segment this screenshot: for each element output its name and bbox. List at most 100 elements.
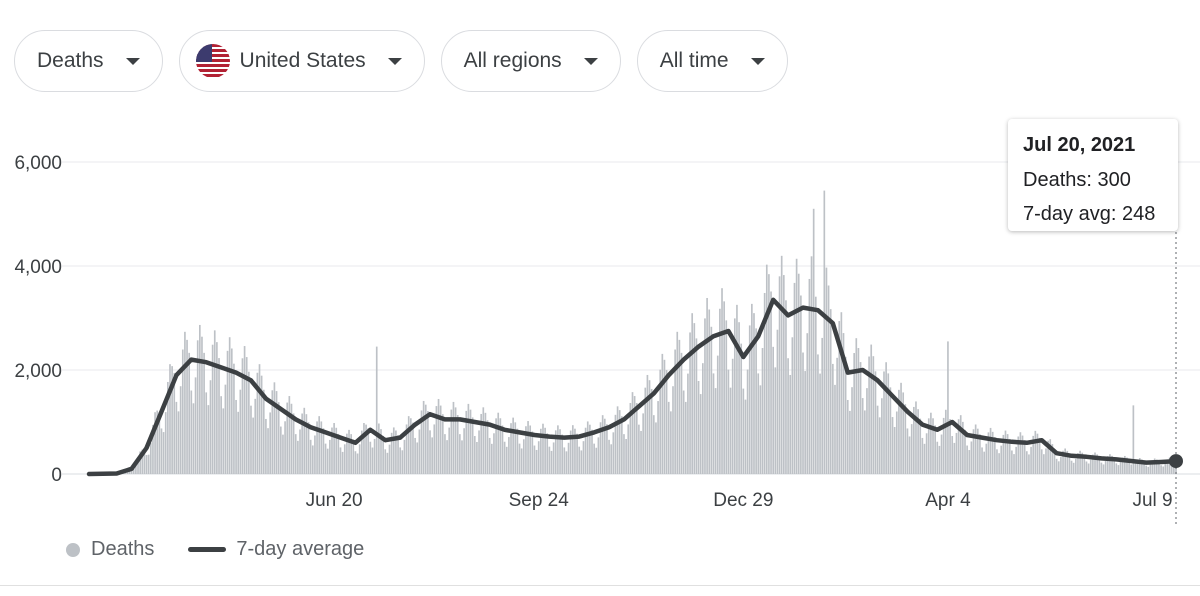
deaths-bar <box>341 451 344 474</box>
deaths-bar <box>957 419 960 474</box>
deaths-bar <box>812 208 815 475</box>
deaths-bar <box>994 437 996 474</box>
filter-bar: Deaths United States All regions All tim… <box>14 30 788 94</box>
deaths-bar <box>326 448 329 474</box>
deaths-bar <box>552 442 555 474</box>
deaths-bar <box>390 432 393 474</box>
deaths-chart[interactable]: 0 2,000 4,000 6,000 Jun 20 Sep 24 Dec 29 Apr 4… <box>0 0 1200 540</box>
deaths-bar <box>748 325 751 474</box>
deaths-bar <box>297 440 299 474</box>
deaths-bar <box>744 399 747 474</box>
tooltip-average: 7-day avg: 248 <box>1023 203 1156 225</box>
deaths-bar <box>392 427 395 474</box>
deaths-legend-label: Deaths <box>91 538 155 560</box>
deaths-bar <box>544 427 546 474</box>
deaths-bar <box>354 451 357 474</box>
deaths-bar <box>422 400 425 474</box>
divider <box>0 585 1200 586</box>
deaths-bar <box>989 427 992 474</box>
deaths-bar <box>196 340 199 474</box>
deaths-bar <box>635 402 638 474</box>
deaths-bar <box>493 433 495 474</box>
deaths-bar <box>763 292 766 474</box>
deaths-bar <box>375 346 378 474</box>
deaths-bar <box>936 441 939 474</box>
deaths-bar <box>1104 460 1107 474</box>
deaths-bar <box>484 412 487 474</box>
deaths-bar <box>335 427 338 474</box>
deaths-bar <box>740 343 743 474</box>
deaths-bar <box>188 352 191 474</box>
deaths-bar <box>1077 453 1079 474</box>
deaths-bar <box>863 410 866 474</box>
deaths-bar <box>269 412 271 474</box>
period-dropdown[interactable]: All time <box>636 30 788 92</box>
deaths-bar <box>932 418 934 474</box>
deaths-bar <box>976 428 979 474</box>
deaths-bar <box>190 390 193 474</box>
deaths-bar <box>704 318 706 474</box>
deaths-bar <box>1019 432 1022 474</box>
deaths-bar <box>742 388 745 474</box>
deaths-bar <box>192 403 195 474</box>
deaths-bar <box>723 301 725 474</box>
deaths-bar <box>787 358 789 474</box>
deaths-bar <box>284 421 286 474</box>
deaths-bar <box>256 372 259 474</box>
deaths-bar <box>139 451 141 474</box>
deaths-bar <box>147 454 150 474</box>
deaths-bar <box>1060 456 1062 474</box>
deaths-bar <box>279 426 282 474</box>
deaths-bar <box>603 418 606 474</box>
deaths-bar <box>465 410 468 474</box>
country-dropdown[interactable]: United States <box>178 30 425 92</box>
deaths-bar <box>578 446 581 474</box>
deaths-bar <box>1021 435 1024 474</box>
deaths-bar <box>966 445 968 474</box>
deaths-bar <box>245 357 248 474</box>
deaths-bar <box>271 390 274 474</box>
deaths-bar <box>1047 440 1049 474</box>
deaths-bar <box>979 434 981 474</box>
deaths-bar <box>618 410 621 474</box>
deaths-bar <box>919 418 922 474</box>
deaths-bar <box>397 435 399 474</box>
deaths-bar <box>746 369 749 474</box>
deaths-bar <box>233 363 235 474</box>
metric-dropdown[interactable]: Deaths <box>14 30 163 92</box>
deaths-bar <box>1106 456 1109 474</box>
deaths-bar <box>883 371 885 474</box>
deaths-bar <box>580 450 583 474</box>
deaths-bar <box>518 443 521 474</box>
deaths-bar <box>708 309 711 474</box>
deaths-bar <box>480 413 483 474</box>
deaths-bar <box>1045 448 1047 474</box>
deaths-bar <box>540 428 542 474</box>
deaths-bar <box>230 348 233 474</box>
deaths-bar <box>226 350 229 474</box>
deaths-bar <box>925 433 928 474</box>
deaths-bar <box>1032 435 1035 474</box>
deaths-bar <box>576 433 578 474</box>
deaths-bar <box>1151 460 1154 474</box>
deaths-bar <box>1049 439 1052 474</box>
deaths-bar <box>629 402 632 474</box>
deaths-bar <box>380 429 382 474</box>
deaths-bar <box>224 384 227 474</box>
deaths-bar <box>1004 430 1007 474</box>
deaths-bar <box>184 331 186 474</box>
tooltip-deaths: Deaths: 300 <box>1023 169 1131 191</box>
us-flag-icon <box>195 44 230 78</box>
y-tick-label: 6,000 <box>14 153 62 174</box>
deaths-bar <box>503 441 506 474</box>
deaths-bar <box>320 421 323 474</box>
deaths-bar <box>616 406 619 474</box>
deaths-bar <box>910 424 913 474</box>
deaths-bar <box>665 370 668 474</box>
deaths-bar <box>424 404 427 474</box>
region-dropdown[interactable]: All regions <box>440 30 621 92</box>
deaths-bar <box>343 444 346 474</box>
deaths-bar <box>452 401 455 474</box>
deaths-bar <box>870 344 873 474</box>
deaths-bar <box>258 364 261 474</box>
